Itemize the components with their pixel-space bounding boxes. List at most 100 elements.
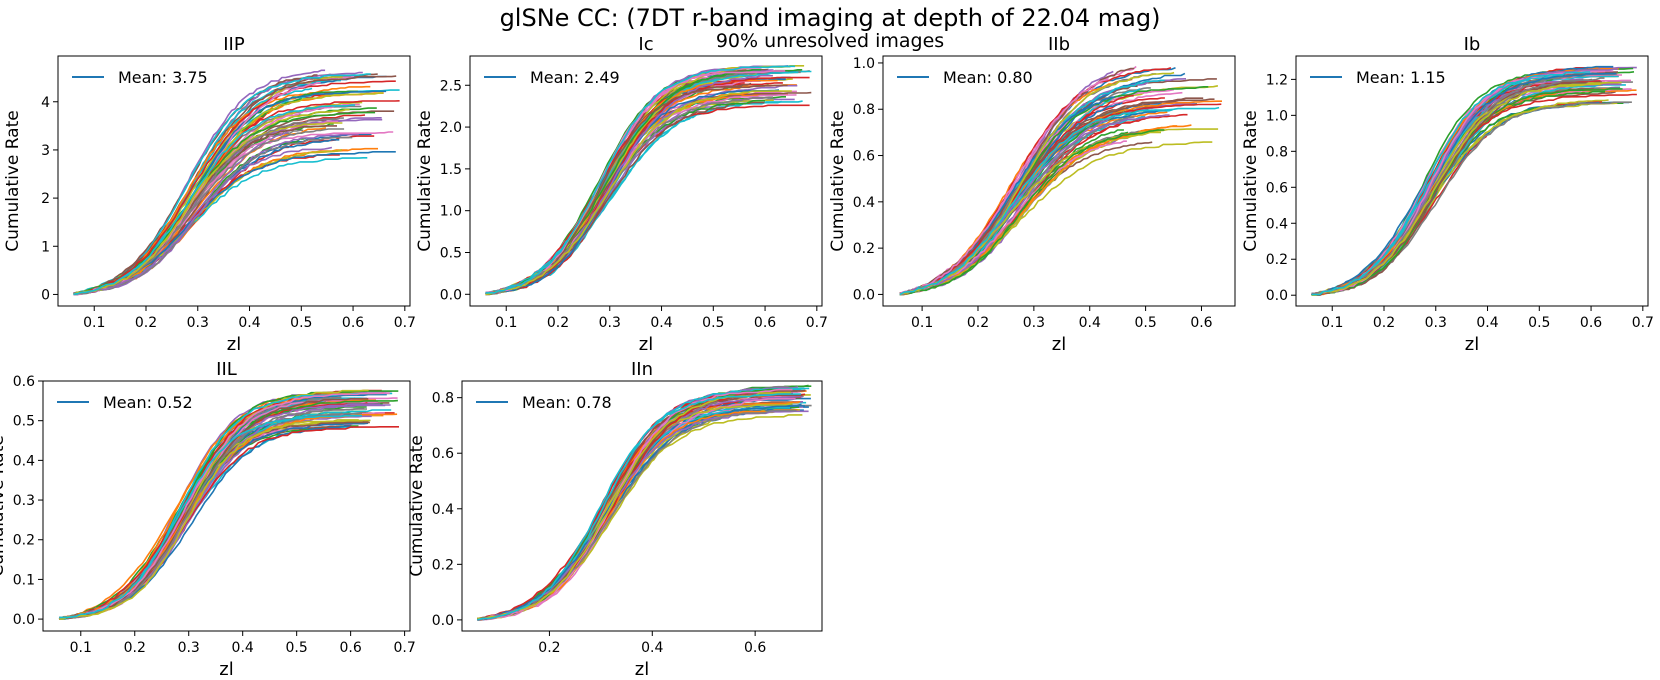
series-line	[477, 401, 799, 621]
subplot-Ib: 0.1 0.2 0.3 0.4 0.5 0.6 0.7 0.0 0.2 0.4 0.6 0.8 1.0 1…	[1241, 34, 1654, 355]
series-line	[477, 401, 790, 620]
series-line	[485, 76, 791, 295]
series-line	[58, 399, 376, 620]
series-line	[59, 407, 365, 620]
series-line	[899, 131, 1129, 296]
series-line	[59, 397, 369, 619]
x-tick-label: 0.1	[495, 315, 517, 331]
series-line	[1311, 78, 1593, 296]
series-line	[899, 86, 1209, 296]
subplot-IIb: 0.1 0.2 0.3 0.4 0.5 0.6 0.0 0.2 0.4 0.6 0.8 1.0 IIb z…	[828, 34, 1236, 355]
series-line	[477, 401, 795, 621]
series-line	[1311, 65, 1614, 295]
series-line	[1311, 75, 1619, 296]
axes-frame	[882, 55, 1236, 307]
series-line	[58, 413, 351, 620]
axes-frame	[461, 380, 823, 632]
subplot-IIP: 0.1 0.2 0.3 0.4 0.5 0.6 0.7 0 1 2 3 4 IIP zl Cumulativ…	[3, 34, 416, 355]
series-line	[59, 392, 360, 620]
series-line	[899, 140, 1127, 295]
y-tick-label: 2.5	[440, 78, 462, 94]
y-tick-label: 0.0	[853, 287, 875, 303]
x-axis-label: zl	[219, 659, 233, 680]
x-tick-label: 0.4	[650, 315, 672, 331]
x-tick-label: 0.2	[967, 315, 989, 331]
x-tick-label: 0.5	[290, 315, 312, 331]
series-line	[477, 408, 798, 620]
x-tick-label: 0.7	[394, 315, 416, 331]
y-tick-label: 0.4	[13, 453, 35, 469]
series-line	[485, 96, 771, 295]
series-line	[899, 78, 1109, 295]
x-tick-label: 0.6	[342, 315, 364, 331]
x-tick-label: 0.6	[754, 315, 776, 331]
y-tick-label: 0.4	[432, 502, 454, 518]
series-line	[485, 96, 774, 295]
x-tick-label: 0.6	[339, 640, 361, 656]
series-line	[485, 65, 796, 294]
series-line	[1311, 77, 1605, 295]
x-tick-label: 0.6	[1580, 315, 1602, 331]
x-tick-label: 0.5	[286, 640, 308, 656]
x-tick-label: 0.4	[1476, 315, 1498, 331]
series-line	[477, 403, 802, 621]
x-axis-label: zl	[227, 334, 241, 355]
x-axis-label: zl	[1465, 334, 1479, 355]
axes-frame	[57, 55, 411, 307]
series-line	[485, 94, 753, 295]
figure-subtitle: 90% unresolved images	[715, 30, 945, 52]
series-line	[59, 419, 359, 620]
series-group	[1311, 65, 1637, 297]
series-line	[477, 387, 801, 620]
legend-label: Mean: 0.52	[103, 393, 193, 412]
y-tick-label: 0.8	[853, 102, 875, 118]
series-line	[59, 402, 368, 619]
series-line	[477, 391, 800, 621]
series-line	[477, 395, 797, 621]
series-line	[485, 71, 788, 296]
series-line	[1311, 81, 1582, 296]
series-line	[477, 395, 804, 621]
y-tick-label: 0.2	[1266, 252, 1288, 268]
series-line	[73, 92, 384, 295]
subplot-title: IIb	[1048, 34, 1070, 55]
series-line	[477, 409, 790, 620]
series-line	[477, 388, 794, 621]
x-tick-label: 0.5	[1528, 315, 1550, 331]
x-tick-label: 0.2	[538, 640, 560, 656]
legend-label: Mean: 3.75	[118, 68, 208, 87]
y-tick-label: 1.2	[1266, 72, 1288, 88]
series-line	[73, 80, 396, 296]
series-line	[59, 397, 367, 620]
x-tick-label: 0.3	[599, 315, 621, 331]
series-group	[485, 65, 812, 296]
series-line	[477, 388, 792, 620]
series-group	[899, 65, 1222, 296]
series-line	[1311, 84, 1603, 296]
series-line	[477, 387, 805, 621]
series-line	[477, 397, 796, 621]
y-tick-label: 0.2	[13, 533, 35, 549]
series-line	[73, 110, 395, 295]
series-line	[477, 401, 801, 621]
series-line	[1311, 71, 1592, 295]
series-line	[477, 390, 798, 621]
series-line	[477, 401, 807, 621]
series-line	[1311, 74, 1622, 297]
series-line	[485, 90, 776, 295]
series-line	[477, 394, 811, 621]
series-line	[59, 398, 347, 620]
y-tick-label: 3	[41, 143, 50, 159]
axes-frame	[1295, 55, 1649, 307]
x-axis-label: zl	[635, 659, 649, 680]
x-tick-label: 0.7	[1632, 315, 1654, 331]
x-tick-label: 0.1	[70, 640, 92, 656]
series-line	[477, 391, 790, 621]
x-tick-label: 0.7	[806, 315, 828, 331]
y-tick-label: 1.0	[1266, 108, 1288, 124]
series-line	[485, 89, 780, 296]
legend-label: Mean: 0.80	[943, 68, 1033, 87]
x-tick-label: 0.3	[178, 640, 200, 656]
series-line	[485, 79, 769, 294]
series-line	[485, 94, 763, 296]
